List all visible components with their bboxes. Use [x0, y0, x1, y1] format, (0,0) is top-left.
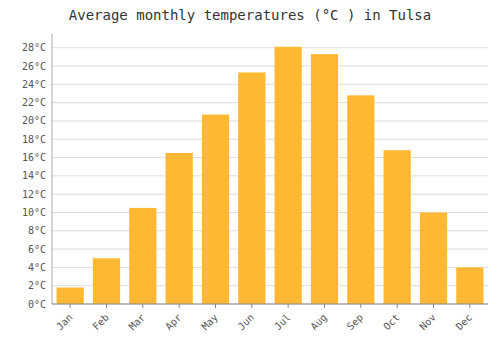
- grid-line: [52, 304, 488, 305]
- x-tick: [433, 304, 434, 308]
- bar: [456, 267, 483, 304]
- grid-line: [52, 157, 488, 158]
- x-tick: [70, 304, 71, 308]
- grid: [52, 48, 488, 304]
- grid-line: [52, 66, 488, 67]
- x-tick-label: Jun: [236, 312, 257, 333]
- bar: [311, 54, 338, 304]
- x-tick: [288, 304, 289, 308]
- x-tick: [215, 304, 216, 308]
- x-tick: [360, 304, 361, 308]
- bar: [384, 150, 411, 304]
- x-tick: [251, 304, 252, 308]
- y-tick-label: 24°C: [22, 79, 46, 90]
- x-tick-label: May: [199, 312, 220, 333]
- bar: [57, 288, 84, 304]
- bar: [275, 47, 302, 304]
- y-tick-label: 14°C: [22, 170, 46, 181]
- title: Average monthly temperatures (°C ) in Tu…: [69, 7, 431, 23]
- x-tick-label: Mar: [127, 312, 148, 333]
- chart-container: Average monthly temperatures (°C ) in Tu…: [0, 0, 500, 350]
- bar: [129, 208, 156, 304]
- bar: [420, 212, 447, 304]
- y-tick-label: 2°C: [28, 280, 46, 291]
- x-tick-label: Oct: [381, 312, 402, 333]
- y-tick-label: 22°C: [22, 97, 46, 108]
- grid-line: [52, 84, 488, 85]
- y-tick-label: 0°C: [28, 299, 46, 310]
- x-tick: [179, 304, 180, 308]
- x-tick-label: Nov: [417, 312, 438, 333]
- x-tick-label: Jul: [272, 312, 293, 333]
- y-axis-line: [52, 34, 53, 304]
- y-tick-label: 4°C: [28, 262, 46, 273]
- y-tick-label: 28°C: [22, 42, 46, 53]
- x-tick: [397, 304, 398, 308]
- grid-line: [52, 175, 488, 176]
- x-tick: [469, 304, 470, 308]
- bar: [238, 72, 265, 304]
- bars: [57, 47, 484, 304]
- x-tick-label: Dec: [454, 312, 475, 333]
- x-tick: [324, 304, 325, 308]
- grid-line: [52, 194, 488, 195]
- bar: [202, 115, 229, 304]
- x-tick-label: Aug: [308, 312, 329, 333]
- chart-svg: Average monthly temperatures (°C ) in Tu…: [0, 0, 500, 350]
- bar: [93, 258, 120, 304]
- y-tick-label: 12°C: [22, 189, 46, 200]
- bar: [166, 153, 193, 304]
- x-tick-label: Jan: [54, 312, 75, 333]
- y-axis: 0°C 2°C 4°C 6°C 8°C 10°C 12°C 14°C 16°C 18°C 20°C 2…: [22, 34, 52, 310]
- grid-line: [52, 47, 488, 48]
- y-tick-label: 6°C: [28, 244, 46, 255]
- y-tick-label: 16°C: [22, 152, 46, 163]
- x-tick: [142, 304, 143, 308]
- y-tick-label: 8°C: [28, 225, 46, 236]
- grid-line: [52, 139, 488, 140]
- grid-line: [52, 120, 488, 121]
- x-tick-label: Feb: [90, 312, 111, 333]
- x-axis-line: [52, 304, 488, 305]
- bar: [347, 95, 374, 304]
- x-tick-label: Sep: [345, 312, 366, 333]
- x-tick-label: Apr: [163, 312, 184, 333]
- x-axis: Jan Feb Mar Apr May Jun Jul Aug Sep Oct Nov Dec: [52, 304, 488, 332]
- y-tick-label: 10°C: [22, 207, 46, 218]
- y-tick-label: 20°C: [22, 115, 46, 126]
- grid-line: [52, 102, 488, 103]
- x-tick: [106, 304, 107, 308]
- y-tick-label: 26°C: [22, 61, 46, 72]
- y-tick-label: 18°C: [22, 134, 46, 145]
